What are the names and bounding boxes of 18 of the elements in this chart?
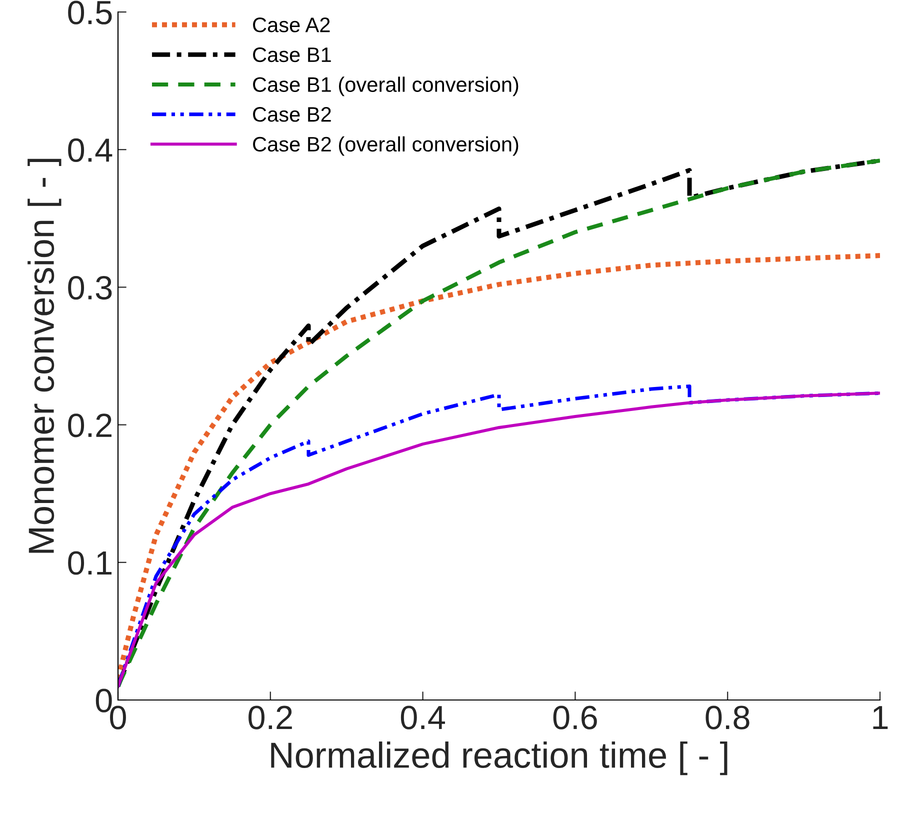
x-axis-title: Normalized reaction time [ - ] <box>271 741 728 776</box>
y-tick-label: 0 <box>96 688 112 712</box>
y-tick-label: 0.2 <box>68 414 112 438</box>
x-tick-label: 1 <box>873 706 888 730</box>
legend-label: Case B2 <box>253 107 331 122</box>
y-tick-label: 0.1 <box>68 551 112 575</box>
legend-label: Case B1 <box>253 47 331 62</box>
x-tick-label: 0.2 <box>248 706 292 730</box>
legend-label: Case B2 (overall conversion) <box>253 136 518 156</box>
y-axis-title: Monomer conversion [ - ] <box>28 158 62 553</box>
legend-label: Case A2 <box>253 18 330 32</box>
x-tick-label: 0.8 <box>706 706 750 730</box>
legend-label: Case B1 (overall conversion) <box>253 76 518 96</box>
y-tick-label: 0.4 <box>68 138 112 162</box>
x-tick-label: 0.4 <box>400 706 445 730</box>
y-tick-label: 0.3 <box>68 276 112 300</box>
y-tick-label: 0.5 <box>68 0 112 24</box>
x-tick-label: 0.6 <box>553 706 597 730</box>
